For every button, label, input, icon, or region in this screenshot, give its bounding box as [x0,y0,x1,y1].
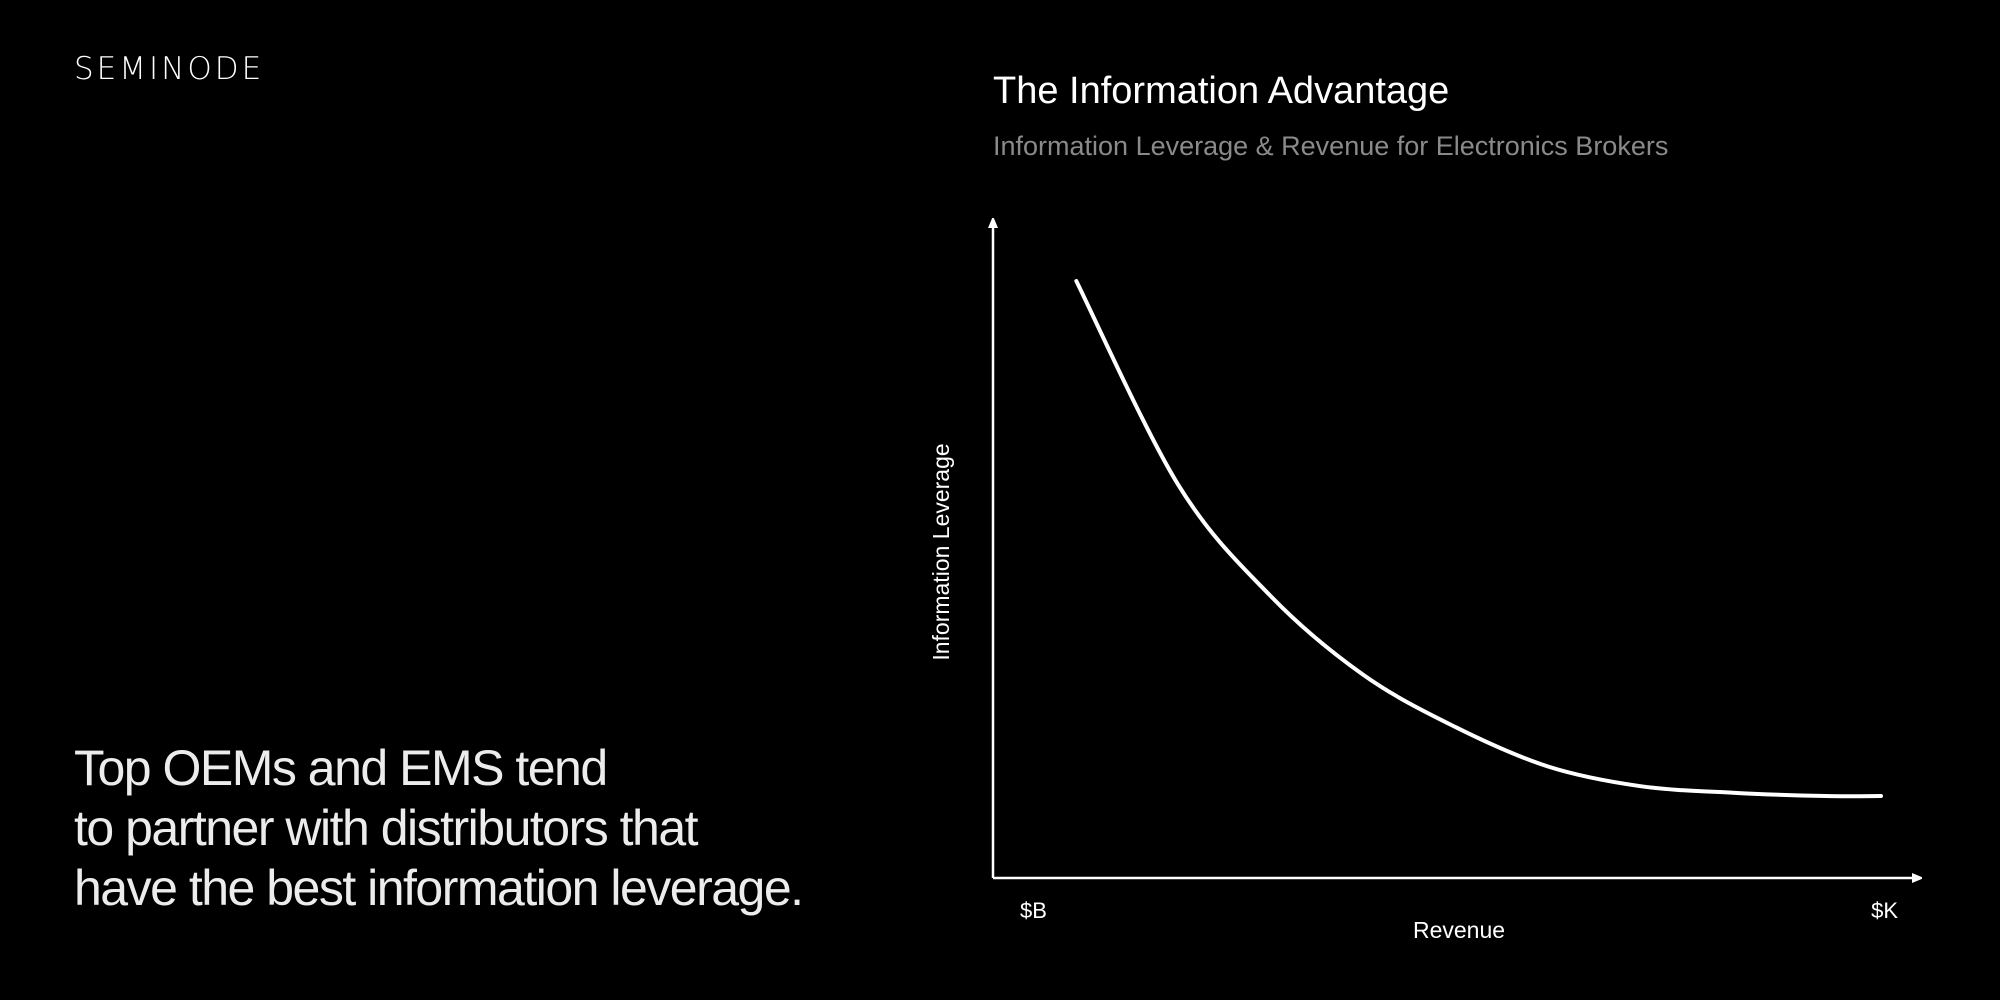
headline-line: Top OEMs and EMS tend [74,740,608,796]
x-tick-label-start: $B [1020,898,1047,923]
x-axis-label: Revenue [1413,917,1505,943]
seminode-logo: SEMINODE [74,51,265,87]
chart-subtitle: Information Leverage & Revenue for Elect… [993,131,1669,161]
chart-title: The Information Advantage [993,70,1450,112]
headline-line: to partner with distributors that [74,800,699,856]
headline-line: have the best information leverage. [74,860,804,916]
series-line [1074,279,1883,799]
y-axis-label: Information Leverage [928,443,954,660]
headline: Top OEMs and EMS tend to partner with di… [74,738,974,918]
x-tick-label-end: $K [1871,898,1898,923]
